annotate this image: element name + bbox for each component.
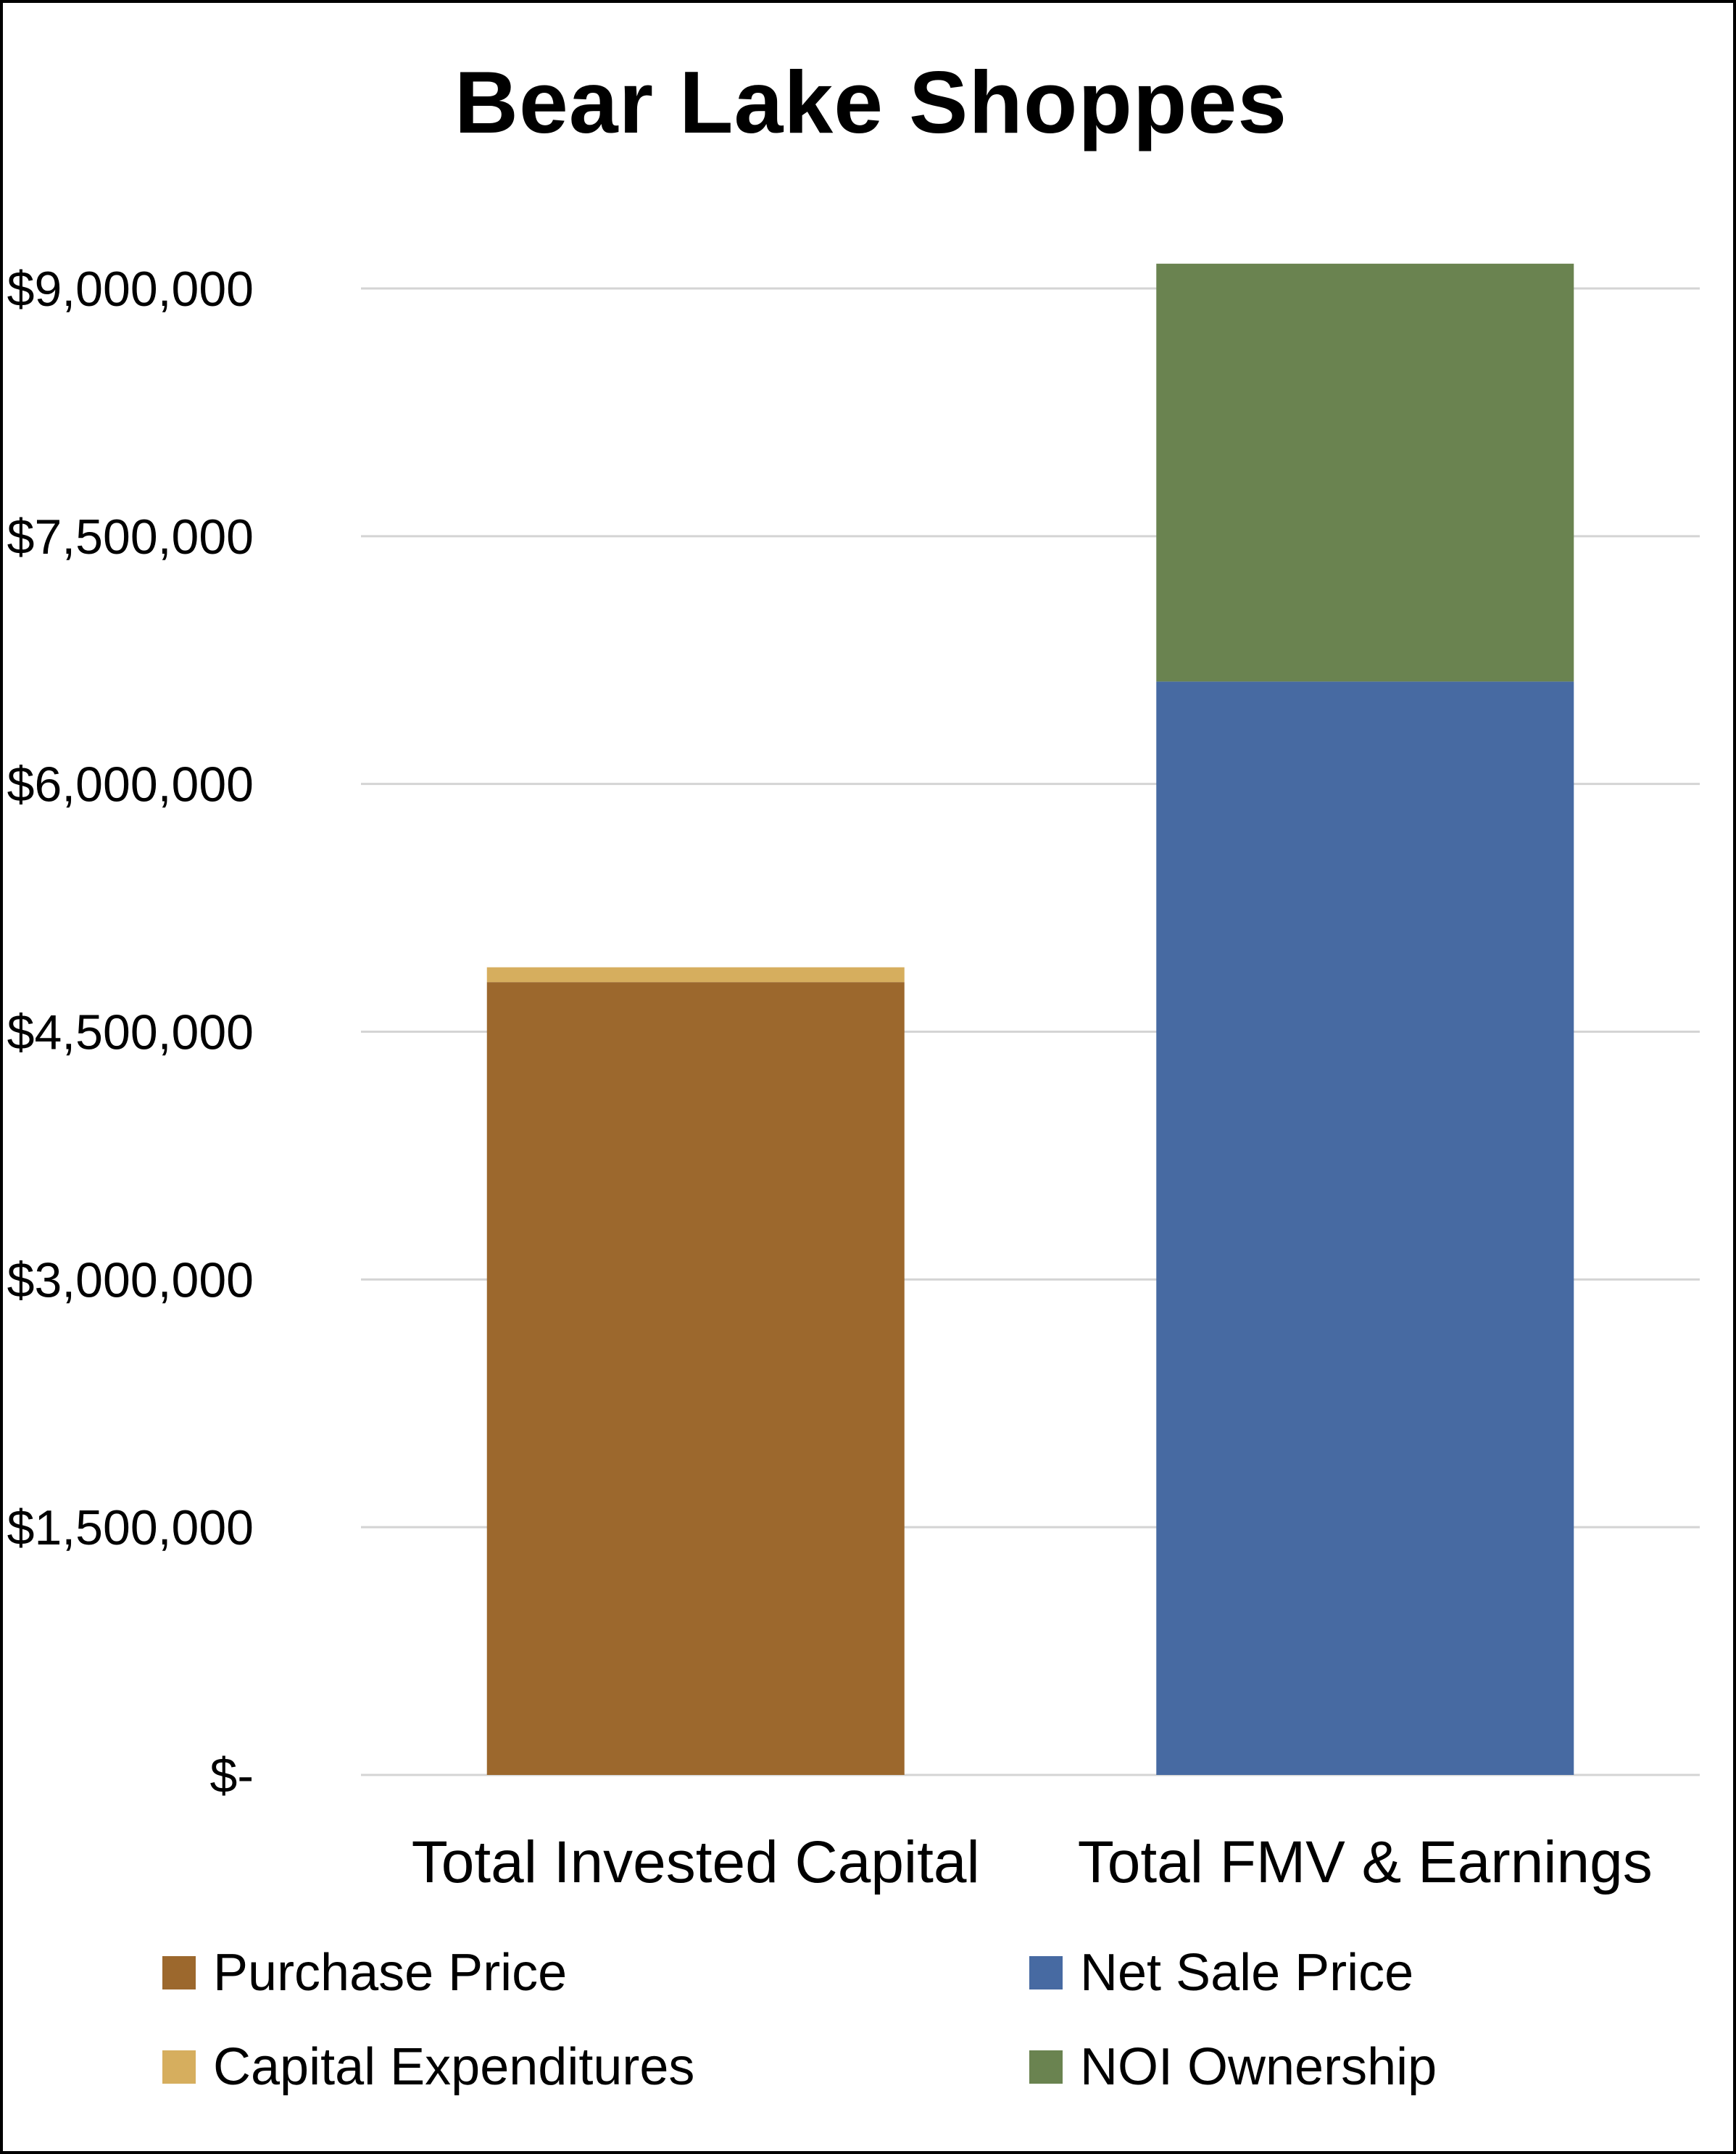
y-tick-label: $6,000,000 [7,757,254,812]
x-category-label: Total FMV & Earnings [1078,1829,1653,1895]
bar-segment-purchase-price [486,982,905,1775]
y-axis-tick-labels: $- $1,500,000 $3,000,000 $4,500,000 $6,000,0… [7,262,254,1803]
bar-segment-noi-ownership [1156,263,1574,682]
y-tick-label: $- [210,1748,254,1803]
bar-segment-capital-expenditures [486,967,905,983]
y-tick-label: $7,500,000 [7,510,254,565]
y-tick-label: $3,000,000 [7,1252,254,1307]
y-tick-label: $1,500,000 [7,1500,254,1555]
y-tick-label: $9,000,000 [7,262,254,317]
x-axis-category-labels: Total Invested Capital Total FMV & Earnin… [412,1829,1653,1895]
y-tick-label: $4,500,000 [7,1005,254,1060]
x-category-label: Total Invested Capital [412,1829,980,1895]
bar-segment-net-sale-price [1156,681,1574,1776]
stacked-bars [486,263,1574,1776]
chart-title: Bear Lake Shoppes [454,53,1288,151]
